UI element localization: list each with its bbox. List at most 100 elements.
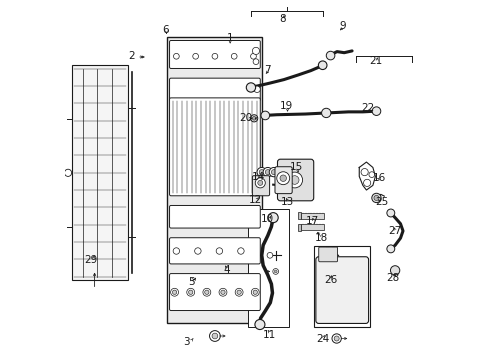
Circle shape xyxy=(386,245,394,253)
Text: 13: 13 xyxy=(280,197,294,207)
Circle shape xyxy=(265,170,270,175)
Text: 25: 25 xyxy=(374,197,387,207)
Circle shape xyxy=(257,167,266,177)
Circle shape xyxy=(261,111,269,120)
Circle shape xyxy=(212,333,217,339)
FancyBboxPatch shape xyxy=(169,238,260,264)
Circle shape xyxy=(172,290,176,294)
Bar xyxy=(247,209,289,327)
Circle shape xyxy=(253,59,258,64)
Circle shape xyxy=(209,330,220,341)
Circle shape xyxy=(192,53,198,59)
Text: 1: 1 xyxy=(226,33,233,43)
Circle shape xyxy=(246,83,255,92)
FancyBboxPatch shape xyxy=(169,98,260,196)
Circle shape xyxy=(253,290,257,294)
Circle shape xyxy=(271,170,276,175)
FancyBboxPatch shape xyxy=(252,176,269,196)
Text: 15: 15 xyxy=(289,162,303,172)
Circle shape xyxy=(251,288,259,296)
Circle shape xyxy=(286,172,302,188)
Bar xyxy=(301,225,324,230)
Circle shape xyxy=(318,61,326,69)
Circle shape xyxy=(237,290,241,294)
Circle shape xyxy=(373,195,378,201)
Text: 19: 19 xyxy=(280,102,293,112)
Circle shape xyxy=(280,175,286,181)
Bar xyxy=(297,212,301,220)
Circle shape xyxy=(216,248,222,254)
Circle shape xyxy=(231,53,237,59)
Text: 10: 10 xyxy=(261,215,274,224)
Circle shape xyxy=(272,269,278,274)
Circle shape xyxy=(188,290,192,294)
Circle shape xyxy=(331,334,341,343)
Text: 21: 21 xyxy=(369,56,382,66)
Text: 3: 3 xyxy=(183,337,189,347)
Circle shape xyxy=(368,172,374,177)
FancyBboxPatch shape xyxy=(169,78,260,101)
Bar xyxy=(301,213,324,219)
Text: 18: 18 xyxy=(314,233,327,243)
Text: 16: 16 xyxy=(371,173,385,183)
Circle shape xyxy=(254,319,264,329)
Text: 14: 14 xyxy=(252,172,265,182)
FancyBboxPatch shape xyxy=(315,257,368,323)
Circle shape xyxy=(253,86,260,93)
Circle shape xyxy=(274,270,277,273)
Circle shape xyxy=(219,288,226,296)
Circle shape xyxy=(389,266,399,275)
Circle shape xyxy=(257,180,262,185)
FancyBboxPatch shape xyxy=(169,274,260,311)
Circle shape xyxy=(255,178,265,188)
FancyBboxPatch shape xyxy=(277,159,313,201)
Circle shape xyxy=(269,167,278,177)
Circle shape xyxy=(173,248,179,254)
Text: 12: 12 xyxy=(248,195,262,205)
Circle shape xyxy=(203,288,210,296)
Text: 11: 11 xyxy=(263,330,276,340)
Circle shape xyxy=(204,290,208,294)
Circle shape xyxy=(259,170,264,175)
Circle shape xyxy=(266,252,272,258)
Text: 9: 9 xyxy=(339,21,346,31)
Circle shape xyxy=(290,176,298,184)
Circle shape xyxy=(371,107,380,116)
Text: 7: 7 xyxy=(264,64,270,75)
Text: 26: 26 xyxy=(323,275,337,285)
Circle shape xyxy=(325,51,334,60)
Circle shape xyxy=(235,288,243,296)
Circle shape xyxy=(237,248,244,254)
FancyBboxPatch shape xyxy=(274,167,292,194)
Text: 28: 28 xyxy=(386,273,399,283)
Bar xyxy=(314,246,369,327)
Text: 6: 6 xyxy=(162,25,168,35)
Circle shape xyxy=(252,117,255,120)
Circle shape xyxy=(386,209,394,217)
Circle shape xyxy=(173,53,179,59)
Circle shape xyxy=(363,179,370,186)
Circle shape xyxy=(250,115,257,122)
Bar xyxy=(167,37,262,323)
Circle shape xyxy=(186,288,194,296)
FancyBboxPatch shape xyxy=(169,41,260,68)
Text: 23: 23 xyxy=(323,247,337,257)
Bar xyxy=(297,224,301,231)
Circle shape xyxy=(194,248,201,254)
Circle shape xyxy=(250,53,256,59)
Text: 2: 2 xyxy=(128,51,135,61)
Text: 17: 17 xyxy=(305,216,319,226)
Text: 5: 5 xyxy=(188,277,194,287)
FancyBboxPatch shape xyxy=(318,247,337,262)
Circle shape xyxy=(170,288,178,296)
Text: 4: 4 xyxy=(223,265,229,275)
Circle shape xyxy=(371,193,380,203)
Text: 29: 29 xyxy=(84,255,98,265)
Circle shape xyxy=(360,168,367,176)
Circle shape xyxy=(333,336,339,341)
FancyBboxPatch shape xyxy=(169,206,260,228)
Circle shape xyxy=(263,167,272,177)
Text: 24: 24 xyxy=(315,333,328,343)
Circle shape xyxy=(321,108,330,118)
Text: 27: 27 xyxy=(387,226,401,236)
